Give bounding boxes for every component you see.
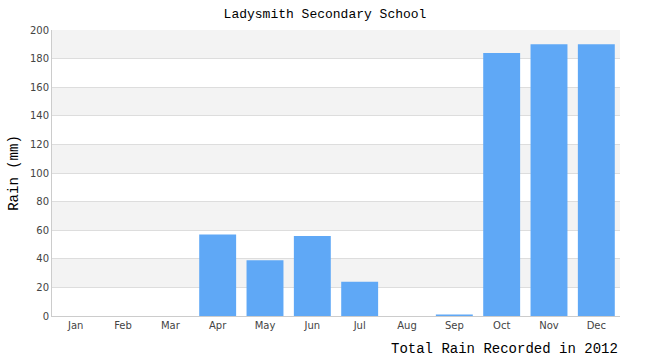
svg-text:60: 60 — [36, 225, 49, 236]
svg-text:Jul: Jul — [353, 320, 366, 331]
svg-text:Ladysmith Secondary School: Ladysmith Secondary School — [224, 7, 427, 22]
svg-text:40: 40 — [36, 253, 49, 264]
svg-text:Aug: Aug — [397, 320, 417, 331]
svg-text:Mar: Mar — [161, 320, 181, 331]
svg-text:Dec: Dec — [587, 320, 606, 331]
svg-text:Jan: Jan — [67, 320, 83, 331]
svg-text:Feb: Feb — [114, 320, 132, 331]
svg-text:200: 200 — [30, 25, 49, 36]
svg-text:100: 100 — [30, 168, 49, 179]
svg-text:180: 180 — [30, 53, 49, 64]
svg-text:120: 120 — [30, 139, 49, 150]
svg-text:Jun: Jun — [304, 320, 321, 331]
svg-text:140: 140 — [30, 110, 49, 121]
svg-text:Oct: Oct — [493, 320, 510, 331]
svg-text:Rain (mm): Rain (mm) — [6, 135, 22, 211]
svg-text:May: May — [255, 320, 276, 331]
svg-text:Total Rain Recorded in 2012: Total Rain Recorded in 2012 — [391, 341, 618, 357]
svg-text:160: 160 — [30, 82, 49, 93]
svg-text:20: 20 — [36, 282, 49, 293]
svg-text:0: 0 — [43, 311, 49, 322]
svg-text:Apr: Apr — [209, 320, 227, 331]
svg-text:Nov: Nov — [539, 320, 559, 331]
svg-text:80: 80 — [36, 196, 49, 207]
svg-text:Sep: Sep — [445, 320, 464, 331]
